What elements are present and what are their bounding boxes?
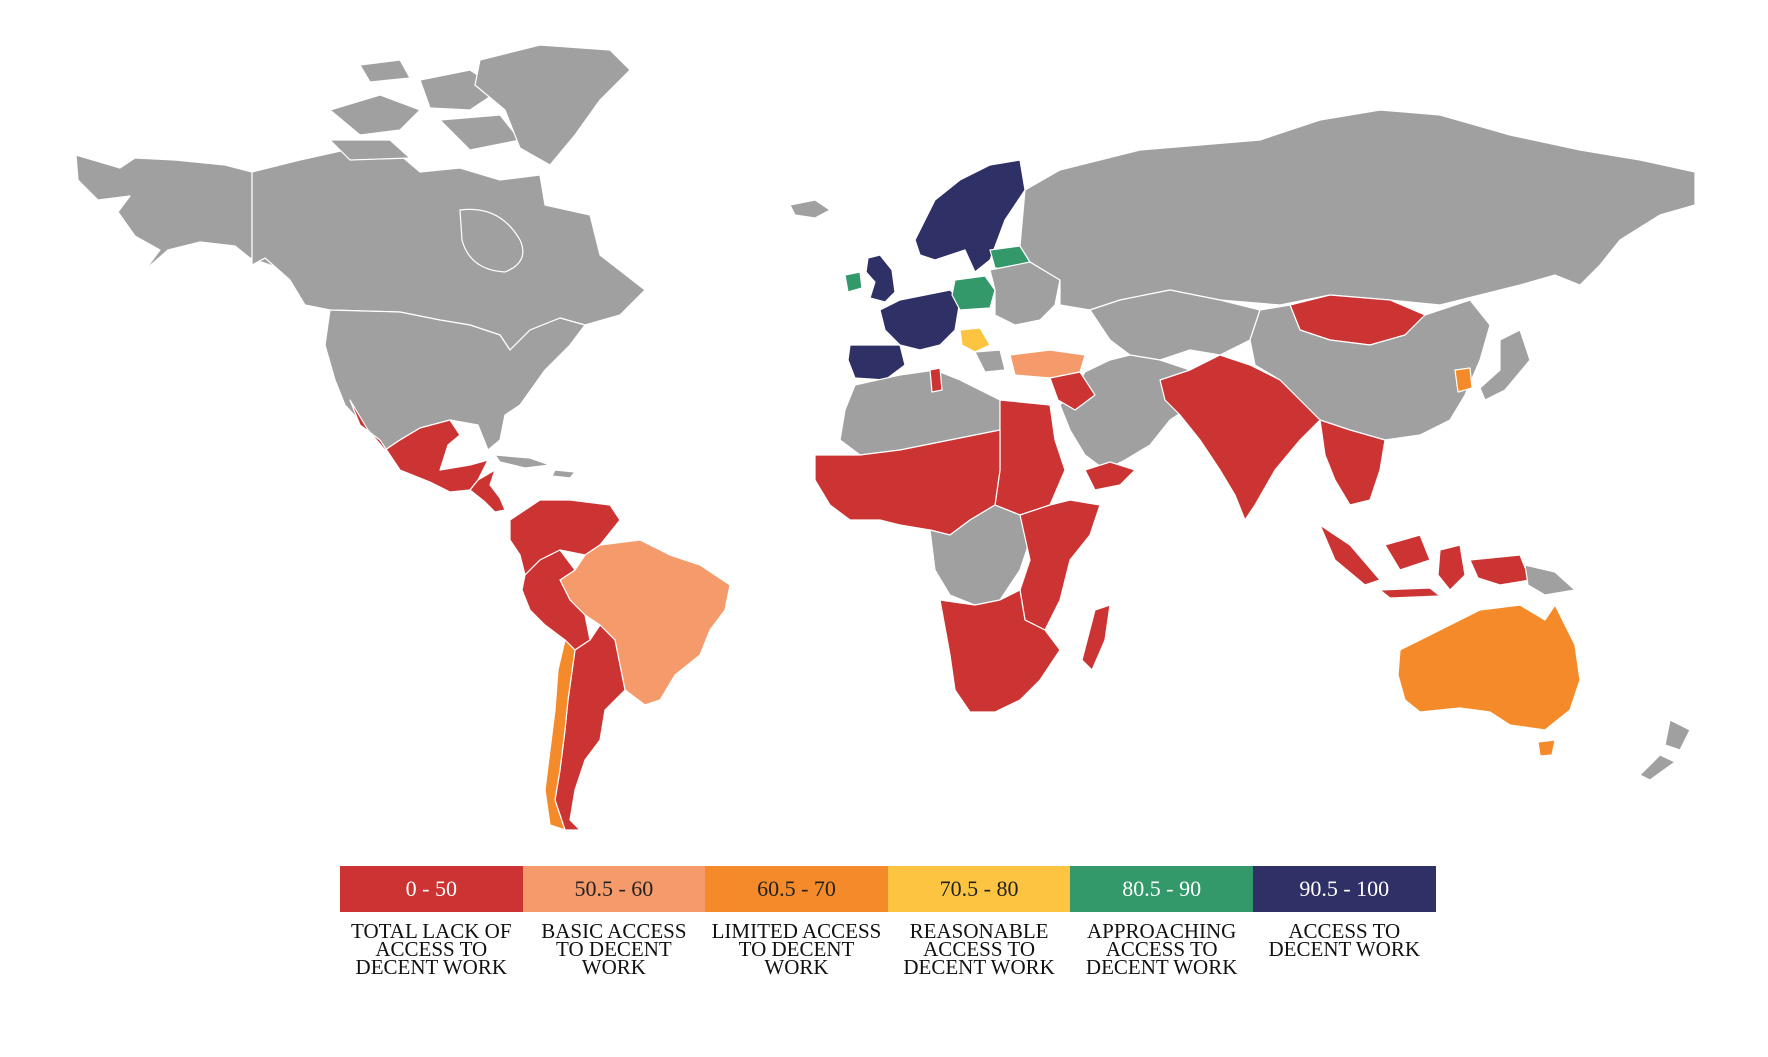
legend-swatch-limited: 60.5 - 70 xyxy=(705,866,888,912)
yemen xyxy=(1084,461,1136,491)
poland xyxy=(951,275,996,311)
canada xyxy=(251,149,646,351)
legend-color-bar: 0 - 50 50.5 - 60 60.5 - 70 70.5 - 80 80.… xyxy=(340,866,1436,912)
legend-swatch-basic: 50.5 - 60 xyxy=(522,866,706,912)
legend-category-label: ACCESS TO DECENT WORK xyxy=(1268,919,1420,961)
legend-swatch-access: 90.5 - 100 xyxy=(1252,866,1436,912)
legend-range-label: 60.5 - 70 xyxy=(757,876,836,901)
east-africa xyxy=(1019,499,1101,631)
united-kingdom xyxy=(865,254,896,303)
legend-category-label: LIMITED ACCESS TO DECENT WORK xyxy=(711,919,882,979)
egypt-sudan xyxy=(994,399,1066,516)
iberia xyxy=(847,344,906,381)
southeast-asia xyxy=(1319,419,1386,506)
legend-range-label: 0 - 50 xyxy=(405,876,457,901)
ireland xyxy=(844,271,863,293)
world-map xyxy=(75,44,1696,831)
legend-range-label: 80.5 - 90 xyxy=(1122,876,1202,901)
central-africa xyxy=(929,504,1031,606)
south-asia xyxy=(1159,354,1321,521)
chile xyxy=(544,639,576,831)
caribbean xyxy=(494,454,576,479)
legend-swatch-reasonable: 70.5 - 80 xyxy=(887,866,1071,912)
central-asia xyxy=(1089,289,1261,361)
japan xyxy=(1479,329,1531,401)
arctic-islands xyxy=(329,59,521,161)
legend-swatch-total-lack: 0 - 50 xyxy=(340,866,523,912)
legend: 0 - 50 50.5 - 60 60.5 - 70 70.5 - 80 80.… xyxy=(340,866,1436,979)
alaska xyxy=(75,154,291,273)
central-america xyxy=(469,469,506,513)
legend-range-label: 90.5 - 100 xyxy=(1299,876,1390,901)
tunisia xyxy=(929,367,943,393)
new-zealand xyxy=(1639,719,1691,781)
levant xyxy=(1049,371,1096,411)
iceland xyxy=(789,199,831,219)
papua-new-guinea xyxy=(1524,564,1576,596)
madagascar xyxy=(1081,604,1111,671)
indonesia xyxy=(1319,524,1531,599)
scandinavia xyxy=(914,159,1026,273)
western-europe xyxy=(879,289,961,351)
tasmania xyxy=(1537,739,1556,757)
legend-category-label: APPROACHING ACCESS TO DECENT WORK xyxy=(1085,919,1238,979)
australia xyxy=(1397,604,1581,731)
legend-category-label: BASIC ACCESS TO DECENT WORK xyxy=(541,919,687,979)
legend-swatch-approaching: 80.5 - 90 xyxy=(1070,866,1253,912)
russia xyxy=(1019,109,1696,311)
legend-category-labels: TOTAL LACK OF ACCESS TO DECENT WORK BASI… xyxy=(340,919,1436,979)
legend-category-label: TOTAL LACK OF ACCESS TO DECENT WORK xyxy=(351,919,512,979)
peru-bolivia xyxy=(521,549,591,651)
south-korea xyxy=(1454,367,1473,393)
legend-range-label: 50.5 - 60 xyxy=(574,876,654,901)
southern-africa xyxy=(939,589,1061,713)
balkans xyxy=(959,327,991,353)
legend-category-label: REASONABLE ACCESS TO DECENT WORK xyxy=(903,919,1055,979)
legend-range-label: 70.5 - 80 xyxy=(939,876,1019,901)
greenland xyxy=(474,44,631,166)
mexico xyxy=(349,399,489,493)
